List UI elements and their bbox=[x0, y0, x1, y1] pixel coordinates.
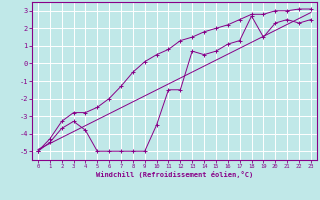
X-axis label: Windchill (Refroidissement éolien,°C): Windchill (Refroidissement éolien,°C) bbox=[96, 171, 253, 178]
